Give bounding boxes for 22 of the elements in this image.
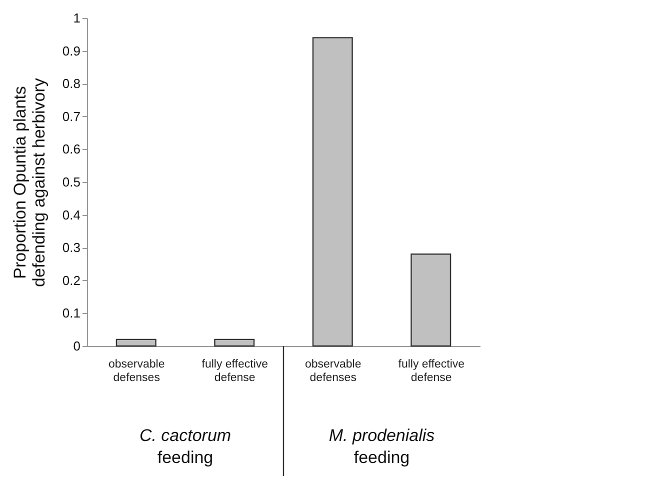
text: M. prodenialis feeding: [328, 426, 435, 467]
bar: [214, 338, 255, 347]
y-tick-label: 0.5: [62, 174, 80, 190]
y-tick-label: 0.9: [62, 43, 80, 58]
y-tick-label: 0.7: [62, 108, 80, 124]
y-axis-title: Proportion Opuntia plants defending against herbivory: [10, 78, 48, 287]
y-tick-label: 0.8: [62, 76, 80, 92]
bar: [410, 254, 452, 347]
x-tick-label: observable defenses: [304, 358, 362, 384]
text: C. cactorum feeding: [139, 426, 232, 467]
y-tick-label: 0.2: [62, 272, 80, 288]
y-tick-label: 0.1: [62, 306, 80, 321]
x-tick-label: fully effective defense: [398, 358, 465, 384]
y-tick-label: 0.3: [62, 240, 80, 256]
x-tick-label: fully effective defense: [202, 358, 268, 384]
bar: [312, 37, 353, 347]
y-tick-label: 0.4: [62, 207, 80, 222]
y-tick-label: 1: [73, 10, 80, 26]
y-tick-label: 0: [73, 338, 80, 354]
y-tick-label: 0.6: [62, 142, 80, 157]
x-tick-label: observable defenses: [108, 358, 165, 384]
bar: [116, 338, 156, 347]
